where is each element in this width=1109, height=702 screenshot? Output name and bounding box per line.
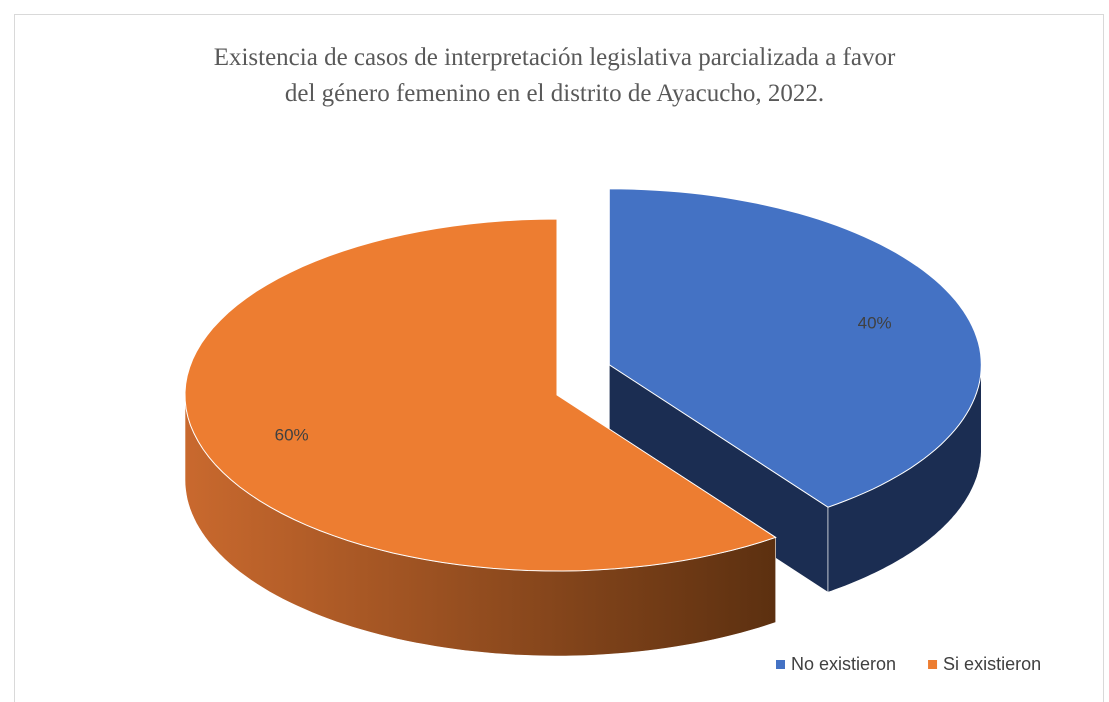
legend-swatch [776,660,785,669]
data-label: 40% [858,313,892,332]
chart-border [14,14,1104,702]
legend-label: No existieron [791,654,896,674]
slice [184,218,777,572]
legend-swatch [928,660,938,669]
slice [608,188,982,508]
chart-title: Existencia de casos de interpretación le… [213,44,896,107]
legend-label: Si existieron [943,654,1041,674]
data-label: 60% [275,425,309,444]
